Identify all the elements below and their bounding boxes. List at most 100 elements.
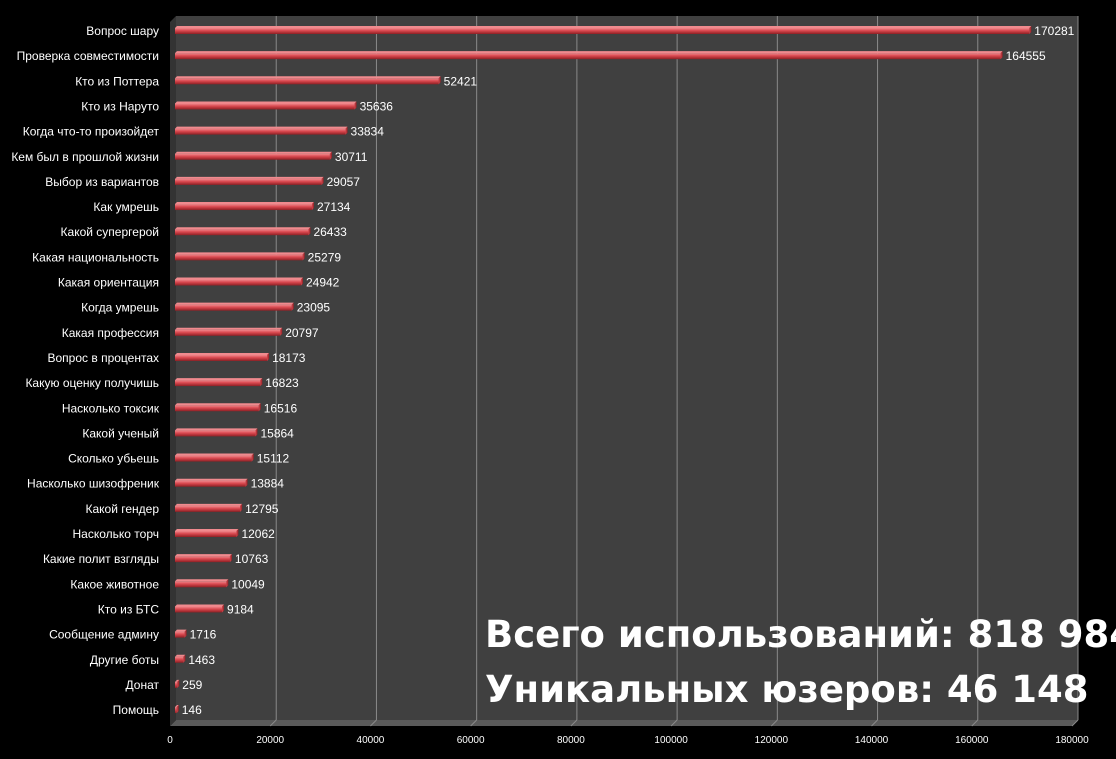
category-label-0: Вопрос шару <box>86 24 159 38</box>
bar-front-10 <box>175 279 301 286</box>
bar-17 <box>175 453 254 462</box>
bar-18 <box>175 478 248 487</box>
bar-cap-10 <box>300 277 303 286</box>
gridline-floor-5 <box>670 719 678 727</box>
bar-front-15 <box>175 405 259 412</box>
summary-total-usage: Всего использований: 818 984 <box>485 613 1116 656</box>
bar-front-20 <box>175 531 237 537</box>
x-tick-label-1: 20000 <box>256 735 284 746</box>
value-label-13: 18173 <box>272 351 306 365</box>
bar-front-14 <box>175 380 261 387</box>
bar-27 <box>175 705 179 714</box>
value-label-10: 24942 <box>306 276 340 290</box>
bar-cap-3 <box>354 101 357 110</box>
bar-front-5 <box>175 153 330 160</box>
bar-front-1 <box>175 53 1001 60</box>
category-label-14: Какую оценку получишь <box>25 376 159 390</box>
bar-4 <box>175 126 348 135</box>
bar-5 <box>175 151 332 160</box>
value-label-21: 10763 <box>235 552 269 566</box>
bar-top-10 <box>175 277 303 280</box>
bar-23 <box>175 604 225 613</box>
bar-19 <box>175 503 243 512</box>
bar-top-3 <box>175 101 357 104</box>
value-label-18: 13884 <box>251 477 285 491</box>
bar-top-26 <box>175 679 180 682</box>
bar-cap-19 <box>240 503 243 512</box>
bar-front-8 <box>175 229 309 236</box>
bar-cap-9 <box>302 252 305 261</box>
category-label-15: Насколько токсик <box>62 401 160 415</box>
bar-cap-11 <box>291 302 294 311</box>
category-label-1: Проверка совместимости <box>17 49 159 63</box>
bar-7 <box>175 202 314 211</box>
value-label-1: 164555 <box>1006 49 1046 63</box>
bar-cap-12 <box>280 327 283 336</box>
bar-cap-20 <box>236 529 239 537</box>
value-label-16: 15864 <box>260 426 294 440</box>
bar-top-15 <box>175 403 261 406</box>
bar-20 <box>175 529 239 537</box>
bar-top-24 <box>175 629 187 632</box>
bar-top-23 <box>175 604 225 607</box>
bar-top-21 <box>175 554 232 557</box>
gridline-floor-3 <box>470 719 478 727</box>
bar-front-11 <box>175 304 292 311</box>
bar-22 <box>175 579 229 588</box>
bar-cap-15 <box>258 403 261 412</box>
plot-side-wall <box>170 16 176 726</box>
bar-top-25 <box>175 654 186 657</box>
bar-front-0 <box>175 28 1030 34</box>
gridline-floor-4 <box>570 719 578 727</box>
value-label-6: 29057 <box>327 175 361 189</box>
bar-cap-22 <box>226 579 229 588</box>
bar-top-8 <box>175 227 311 230</box>
plot-floor <box>170 720 1078 726</box>
bar-cap-0 <box>1029 26 1032 34</box>
value-label-4: 33834 <box>351 125 385 139</box>
bar-15 <box>175 403 261 412</box>
value-label-9: 25279 <box>308 250 342 264</box>
bar-cap-25 <box>183 654 186 663</box>
bar-cap-1 <box>1000 51 1003 60</box>
bar-13 <box>175 352 270 361</box>
value-label-27: 146 <box>182 703 202 717</box>
bar-cap-17 <box>251 453 254 462</box>
category-label-17: Сколько убьешь <box>68 452 159 466</box>
bar-front-17 <box>175 455 252 462</box>
bar-cap-6 <box>321 176 324 185</box>
plot-area <box>176 16 1078 720</box>
bar-0 <box>175 26 1032 34</box>
x-tick-label-0: 0 <box>167 735 173 746</box>
value-label-19: 12795 <box>245 502 279 516</box>
category-label-2: Кто из Поттера <box>75 74 159 88</box>
category-label-3: Кто из Наруто <box>81 99 159 113</box>
bar-top-17 <box>175 453 254 456</box>
category-label-10: Какая ориентация <box>58 276 159 290</box>
value-label-3: 35636 <box>360 99 394 113</box>
category-label-9: Какая национальность <box>32 250 159 264</box>
category-label-12: Какая профессия <box>62 326 159 340</box>
category-label-24: Сообщение админу <box>49 628 159 642</box>
bar-top-12 <box>175 327 283 330</box>
bar-10 <box>175 277 303 286</box>
bar-8 <box>175 227 311 236</box>
bar-top-14 <box>175 378 263 381</box>
bar-cap-2 <box>438 76 441 85</box>
bar-top-19 <box>175 503 243 506</box>
bar-front-24 <box>175 631 185 638</box>
bar-front-26 <box>175 681 178 688</box>
x-tick-label-7: 140000 <box>855 735 889 746</box>
bar-top-22 <box>175 579 229 582</box>
bar-cap-14 <box>260 378 263 387</box>
bar-front-18 <box>175 480 246 487</box>
bar-26 <box>175 679 180 688</box>
bar-top-0 <box>175 26 1032 28</box>
bar-top-18 <box>175 478 248 481</box>
value-label-7: 27134 <box>317 200 351 214</box>
value-label-22: 10049 <box>231 577 265 591</box>
category-label-18: Насколько шизофреник <box>27 477 160 491</box>
category-label-7: Как умрешь <box>93 200 159 214</box>
